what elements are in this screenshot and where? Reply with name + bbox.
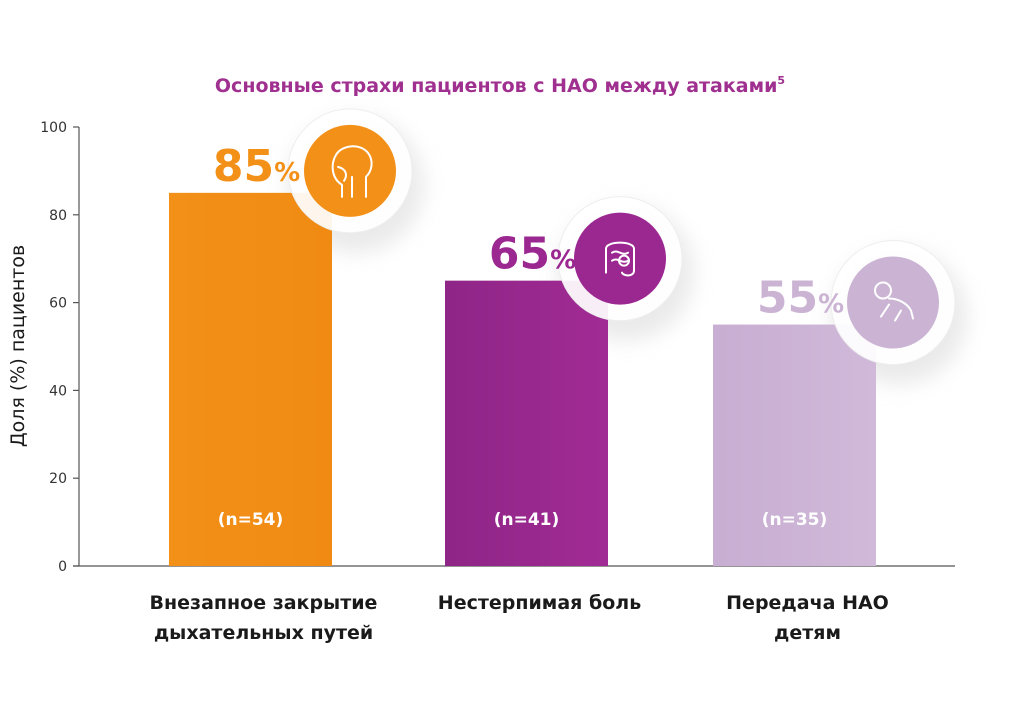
- y-tick-label: 0: [58, 559, 67, 575]
- value-percent: %: [818, 290, 844, 320]
- y-tick-label: 60: [49, 296, 67, 312]
- face-line: [337, 165, 347, 182]
- value-label: 65%: [489, 229, 576, 280]
- value-percent: %: [550, 246, 576, 276]
- bars-group: [169, 108, 967, 566]
- baby-body: [888, 297, 914, 320]
- chart-title: Основные страхи пациентов с НАО между ат…: [215, 74, 785, 97]
- crawling-baby-icon: [847, 256, 939, 349]
- icon-halo-ring: [557, 196, 683, 322]
- icon-halo-ring: [830, 240, 956, 366]
- value-number: 85: [213, 141, 274, 192]
- pain-spot: [618, 254, 630, 267]
- category-label-line: Передача НАО: [726, 592, 889, 614]
- title-superscript: 5: [777, 74, 785, 87]
- airway-head-icon: [304, 124, 396, 217]
- category-label: Нестерпимая боль: [438, 592, 641, 614]
- bar: [713, 324, 876, 566]
- y-tick-label: 100: [40, 120, 67, 136]
- value-label: 55%: [757, 273, 844, 324]
- head-outline: [331, 145, 373, 198]
- y-tick-label: 40: [49, 383, 67, 399]
- y-tick-label: 20: [49, 471, 67, 487]
- value-number: 65: [489, 229, 550, 280]
- category-label: Передача НАО детям: [726, 592, 889, 644]
- category-label-line: дыхательных путей: [154, 622, 373, 644]
- value-label: 85%: [213, 141, 300, 192]
- category-label: Внезапное закрытие дыхательных путей: [150, 592, 378, 644]
- sample-size-label: (n=41): [494, 510, 560, 530]
- baby-head: [874, 281, 892, 300]
- bar: [445, 280, 608, 566]
- icon-halo-ring: [287, 108, 413, 234]
- value-percent: %: [274, 158, 300, 188]
- icon-circle: [304, 124, 396, 217]
- icon-circle: [847, 256, 939, 349]
- value-number: 55: [757, 273, 818, 324]
- intestine-outline: [605, 241, 635, 277]
- category-label-line: Нестерпимая боль: [438, 592, 641, 614]
- y-tick-label: 80: [49, 208, 67, 224]
- bar: [169, 192, 332, 566]
- y-axis-label: Доля (%) пациентов: [7, 245, 29, 447]
- sample-size-label: (n=35): [762, 510, 828, 530]
- labels-group: 85% (n=54) Внезапное закрытие дыхательных п…: [150, 141, 889, 644]
- intestine-pain-icon: [574, 212, 666, 305]
- category-label-line: детям: [774, 622, 841, 644]
- sample-size-label: (n=54): [218, 510, 284, 530]
- baby-limbs: [880, 303, 902, 322]
- category-label-line: Внезапное закрытие: [150, 592, 378, 614]
